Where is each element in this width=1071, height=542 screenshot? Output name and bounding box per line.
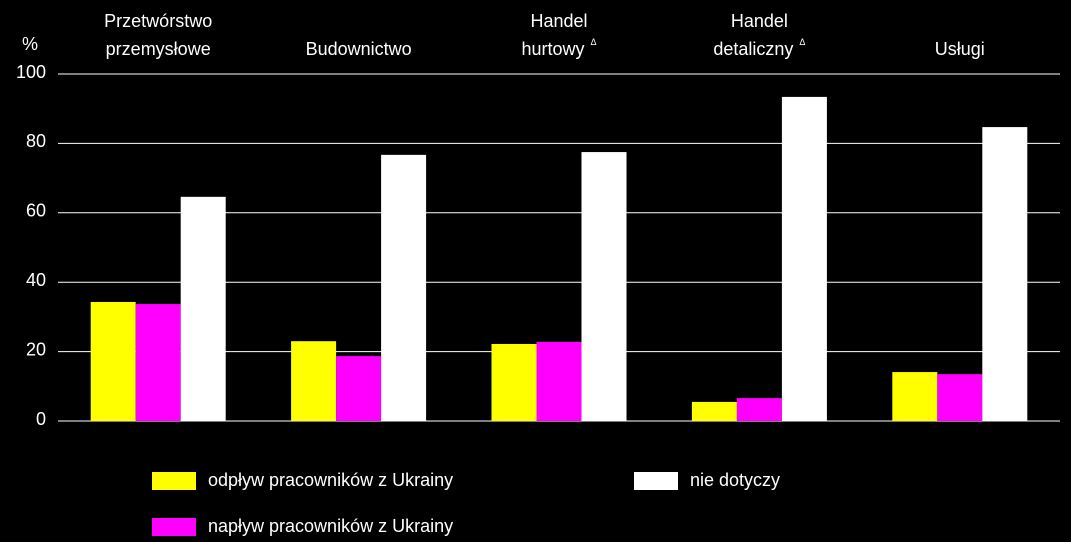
bar [736,398,782,421]
x-tick-label-line: przemysłowe [106,39,211,59]
y-tick-label: 40 [26,270,46,290]
x-tick-label: przemysłowe [106,39,211,59]
x-tick-label-line: hurtowy [521,39,584,59]
x-tick-label: Handel [731,11,788,31]
bar [180,196,226,421]
legend-swatch [634,472,678,490]
bar [691,401,737,421]
x-tick-label: hurtowy Δ [521,37,596,58]
bar [135,304,181,421]
y-axis-label: % [22,34,38,54]
bar [336,356,382,421]
x-tick-label-line: Handel [530,11,587,31]
y-tick-label: 100 [16,62,46,82]
x-tick-label-line: Budownictwo [306,39,412,59]
bar [581,152,627,421]
legend-swatch [152,472,196,490]
x-tick-label: Usługi [935,39,985,59]
legend-swatch [152,518,196,536]
legend-label: napływ pracowników z Ukrainy [208,516,453,536]
x-tick-label: Przetwórstwo [104,11,212,31]
x-tick-label: Handel [530,11,587,31]
bar [781,96,827,421]
bar [491,343,537,421]
x-tick-label: Budownictwo [306,39,412,59]
bar [381,154,427,421]
bar [536,341,582,421]
bar [892,372,938,421]
x-tick-label-line: Usługi [935,39,985,59]
legend-label: nie dotyczy [690,470,780,490]
legend-label: odpływ pracowników z Ukrainy [208,470,453,490]
x-tick-note: Δ [591,37,597,47]
y-tick-label: 20 [26,339,46,359]
bar [90,301,136,421]
x-tick-label-line: Przetwórstwo [104,11,212,31]
bar [982,127,1028,421]
y-tick-label: 0 [36,409,46,429]
bar [937,374,983,421]
y-tick-label: 80 [26,131,46,151]
x-tick-label: detaliczny Δ [713,37,805,58]
bar [291,341,337,421]
x-tick-note: Δ [799,37,805,47]
x-tick-label-line: detaliczny [713,39,793,59]
x-tick-label-line: Handel [731,11,788,31]
y-tick-label: 60 [26,201,46,221]
